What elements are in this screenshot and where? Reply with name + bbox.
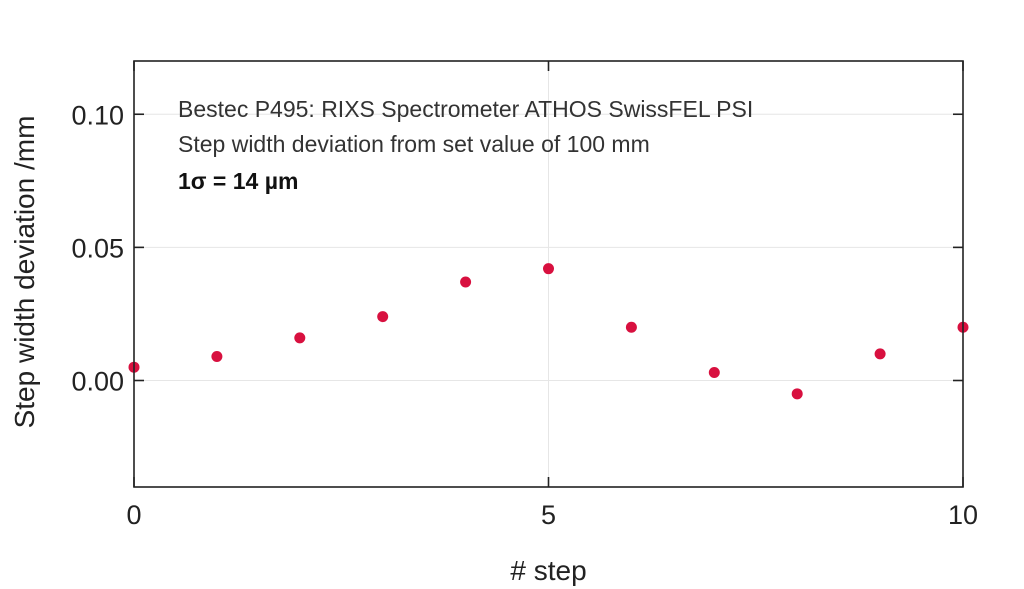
x-tick-label: 5 xyxy=(541,500,556,530)
data-point xyxy=(791,388,803,400)
data-point xyxy=(294,332,306,344)
y-tick-label: 0.10 xyxy=(71,100,124,130)
x-tick-label: 0 xyxy=(126,500,141,530)
annotation-title: Bestec P495: RIXS Spectrometer ATHOS Swi… xyxy=(178,96,753,122)
y-axis-label: Step width deviation /mm xyxy=(9,116,40,429)
data-point xyxy=(460,276,472,288)
data-point xyxy=(377,311,389,323)
y-tick-label: 0.05 xyxy=(71,233,124,263)
data-point xyxy=(543,263,554,275)
grid-lines xyxy=(134,61,963,487)
annotation-subtitle: Step width deviation from set value of 1… xyxy=(178,131,650,157)
annotation-sigma: 1σ = 14 µm xyxy=(178,168,298,194)
x-axis-label: # step xyxy=(510,555,586,586)
data-point xyxy=(874,348,886,360)
data-point xyxy=(211,351,223,363)
x-tick-label: 10 xyxy=(948,500,978,530)
data-points xyxy=(128,263,969,400)
data-point xyxy=(625,321,637,333)
data-point xyxy=(708,367,720,379)
axis-ticks xyxy=(133,61,964,487)
y-tick-label: 0.00 xyxy=(71,367,124,397)
